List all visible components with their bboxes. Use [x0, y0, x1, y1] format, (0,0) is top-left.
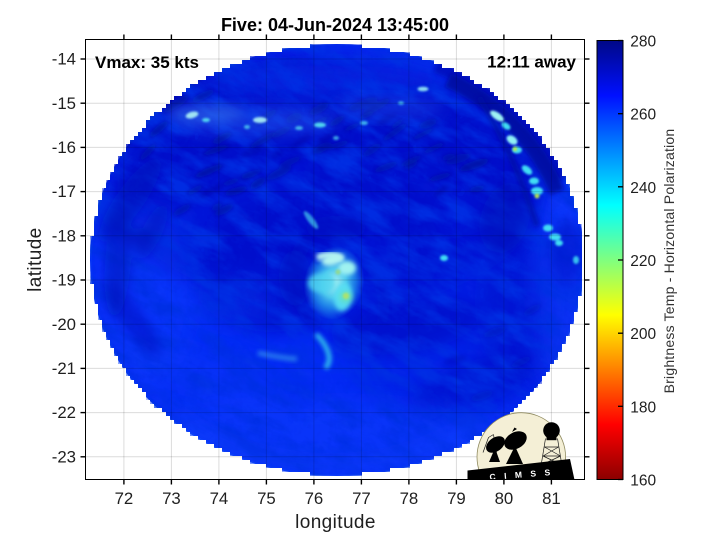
svg-text:latitude: latitude — [25, 227, 46, 291]
svg-text:-16: -16 — [52, 138, 76, 157]
svg-text:240: 240 — [630, 180, 656, 197]
svg-text:73: 73 — [162, 489, 181, 508]
svg-text:-21: -21 — [52, 359, 76, 378]
svg-text:280: 280 — [630, 34, 656, 51]
svg-text:72: 72 — [115, 489, 134, 508]
svg-text:-17: -17 — [52, 182, 76, 201]
svg-text:-18: -18 — [52, 226, 76, 245]
svg-text:longitude: longitude — [295, 512, 376, 533]
svg-text:78: 78 — [400, 489, 419, 508]
svg-text:76: 76 — [305, 489, 324, 508]
svg-text:220: 220 — [630, 253, 656, 270]
svg-text:160: 160 — [630, 473, 656, 490]
svg-text:-20: -20 — [52, 315, 76, 334]
svg-text:260: 260 — [630, 107, 656, 124]
svg-text:Five: 04-Jun-2024 13:45:00: Five: 04-Jun-2024 13:45:00 — [221, 15, 449, 35]
svg-text:79: 79 — [447, 489, 466, 508]
svg-text:12:11 away: 12:11 away — [487, 53, 576, 72]
svg-text:80: 80 — [495, 489, 514, 508]
svg-text:180: 180 — [630, 399, 656, 416]
svg-text:CIMSS: CIMSS — [489, 467, 559, 482]
svg-text:-19: -19 — [52, 271, 76, 290]
svg-text:200: 200 — [630, 326, 656, 343]
svg-text:74: 74 — [210, 489, 229, 508]
svg-text:Vmax: 35 kts: Vmax: 35 kts — [95, 53, 199, 72]
svg-text:Brightness Temp - Horizontal P: Brightness Temp - Horizontal Polarizatio… — [661, 129, 677, 394]
svg-text:-23: -23 — [52, 447, 76, 466]
svg-text:81: 81 — [542, 489, 561, 508]
svg-text:-14: -14 — [52, 50, 76, 69]
svg-text:75: 75 — [257, 489, 276, 508]
svg-text:77: 77 — [352, 489, 371, 508]
svg-text:-15: -15 — [52, 94, 76, 113]
svg-text:-22: -22 — [52, 403, 76, 422]
